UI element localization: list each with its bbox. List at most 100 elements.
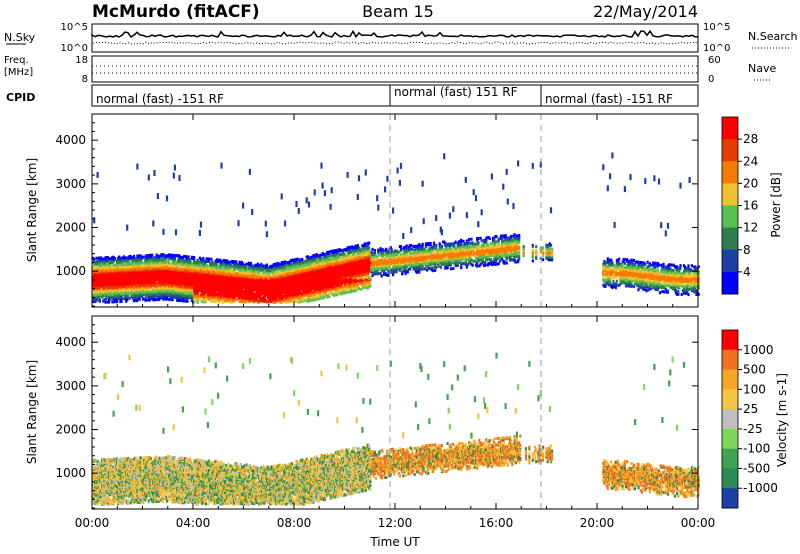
- data-cell: [188, 258, 191, 262]
- data-cell: [221, 299, 224, 303]
- data-cell: [147, 267, 150, 271]
- data-cell: [198, 297, 201, 301]
- data-cell: [137, 296, 140, 300]
- freq-tick-high: 18: [75, 55, 88, 66]
- data-cell: [197, 298, 200, 302]
- data-cell: [193, 297, 196, 301]
- data-cell: [265, 231, 268, 238]
- data-cell: [214, 271, 217, 275]
- data-cell: [227, 270, 230, 273]
- data-cell: [295, 201, 298, 207]
- data-cell: [177, 258, 180, 262]
- data-cell: [180, 256, 183, 259]
- data-cell: [160, 266, 163, 270]
- data-cell: [96, 276, 99, 280]
- data-cell: [168, 261, 171, 265]
- data-cell: [155, 253, 158, 257]
- data-cell: [93, 290, 96, 294]
- data-cell: [204, 295, 207, 299]
- data-cell: [110, 284, 113, 288]
- data-cell: [228, 271, 231, 275]
- data-cell: [159, 254, 162, 258]
- data-cell: [121, 276, 124, 280]
- data-cell: [118, 293, 121, 297]
- freq-tick-low: 8: [82, 74, 88, 85]
- data-cell: [189, 268, 192, 272]
- data-cell: [202, 262, 205, 266]
- data-cell: [227, 260, 230, 264]
- data-cell: [138, 297, 141, 301]
- data-cell: [118, 263, 121, 267]
- data-cell: [202, 296, 205, 300]
- data-cell: [155, 264, 158, 267]
- data-cell: [212, 276, 215, 280]
- data-cell: [134, 261, 137, 265]
- data-cell: [97, 256, 100, 260]
- nsky-tick-high-left: 10^5: [61, 22, 88, 33]
- data-cell: [199, 260, 203, 264]
- data-cell: [123, 297, 126, 301]
- data-cell: [162, 228, 165, 235]
- data-cell: [193, 256, 196, 259]
- data-cell: [235, 298, 238, 302]
- data-cell: [95, 265, 98, 269]
- data-cell: [114, 300, 117, 304]
- data-cell: [294, 258, 297, 262]
- data-cell: [172, 290, 175, 294]
- data-cell: [198, 230, 201, 236]
- data-cell: [130, 256, 133, 260]
- data-cell: [172, 172, 175, 179]
- data-cell: [159, 278, 162, 282]
- data-cell: [147, 256, 150, 260]
- data-cell: [121, 269, 124, 273]
- data-cell: [302, 296, 305, 300]
- data-cell: [171, 272, 174, 276]
- data-cell: [139, 289, 142, 293]
- data-cell: [296, 257, 299, 261]
- data-cell: [205, 266, 208, 270]
- data-cell: [123, 294, 126, 298]
- data-cell: [248, 168, 251, 175]
- data-cell: [145, 259, 148, 263]
- data-cell: [259, 273, 262, 277]
- data-cell: [209, 266, 212, 270]
- data-cell: [193, 300, 196, 304]
- data-cell: [122, 280, 125, 284]
- data-cell: [147, 254, 150, 257]
- nsearch-line: [91, 41, 699, 45]
- data-cell: [224, 259, 228, 263]
- data-cell: [180, 271, 183, 275]
- data-cell: [185, 299, 188, 303]
- data-cell: [93, 267, 96, 271]
- data-cell: [197, 266, 200, 270]
- data-cell: [222, 268, 225, 272]
- data-cell: [149, 253, 153, 257]
- freq-trace: [92, 65, 698, 74]
- data-cell: [134, 263, 137, 267]
- data-cell: [121, 259, 124, 263]
- data-cell: [126, 298, 129, 302]
- data-cell: [159, 282, 162, 286]
- data-cell: [305, 197, 308, 204]
- data-cell: [174, 292, 178, 296]
- data-cell: [184, 272, 187, 276]
- data-cell: [146, 292, 149, 295]
- data-cell: [207, 257, 211, 261]
- data-cell: [249, 261, 253, 265]
- data-cell: [160, 273, 163, 276]
- data-cell: [229, 262, 232, 266]
- data-cell: [313, 189, 316, 196]
- data-cell: [174, 264, 178, 268]
- data-cell: [162, 258, 165, 262]
- data-cell: [135, 299, 138, 303]
- data-cell: [96, 259, 99, 263]
- data-cell: [159, 262, 162, 266]
- data-cell: [96, 290, 99, 294]
- data-cell: [230, 269, 233, 272]
- data-cell: [185, 260, 188, 264]
- data-cell: [105, 270, 108, 274]
- data-cell: [174, 229, 178, 236]
- data-cell: [162, 292, 165, 296]
- data-cell: [284, 220, 287, 227]
